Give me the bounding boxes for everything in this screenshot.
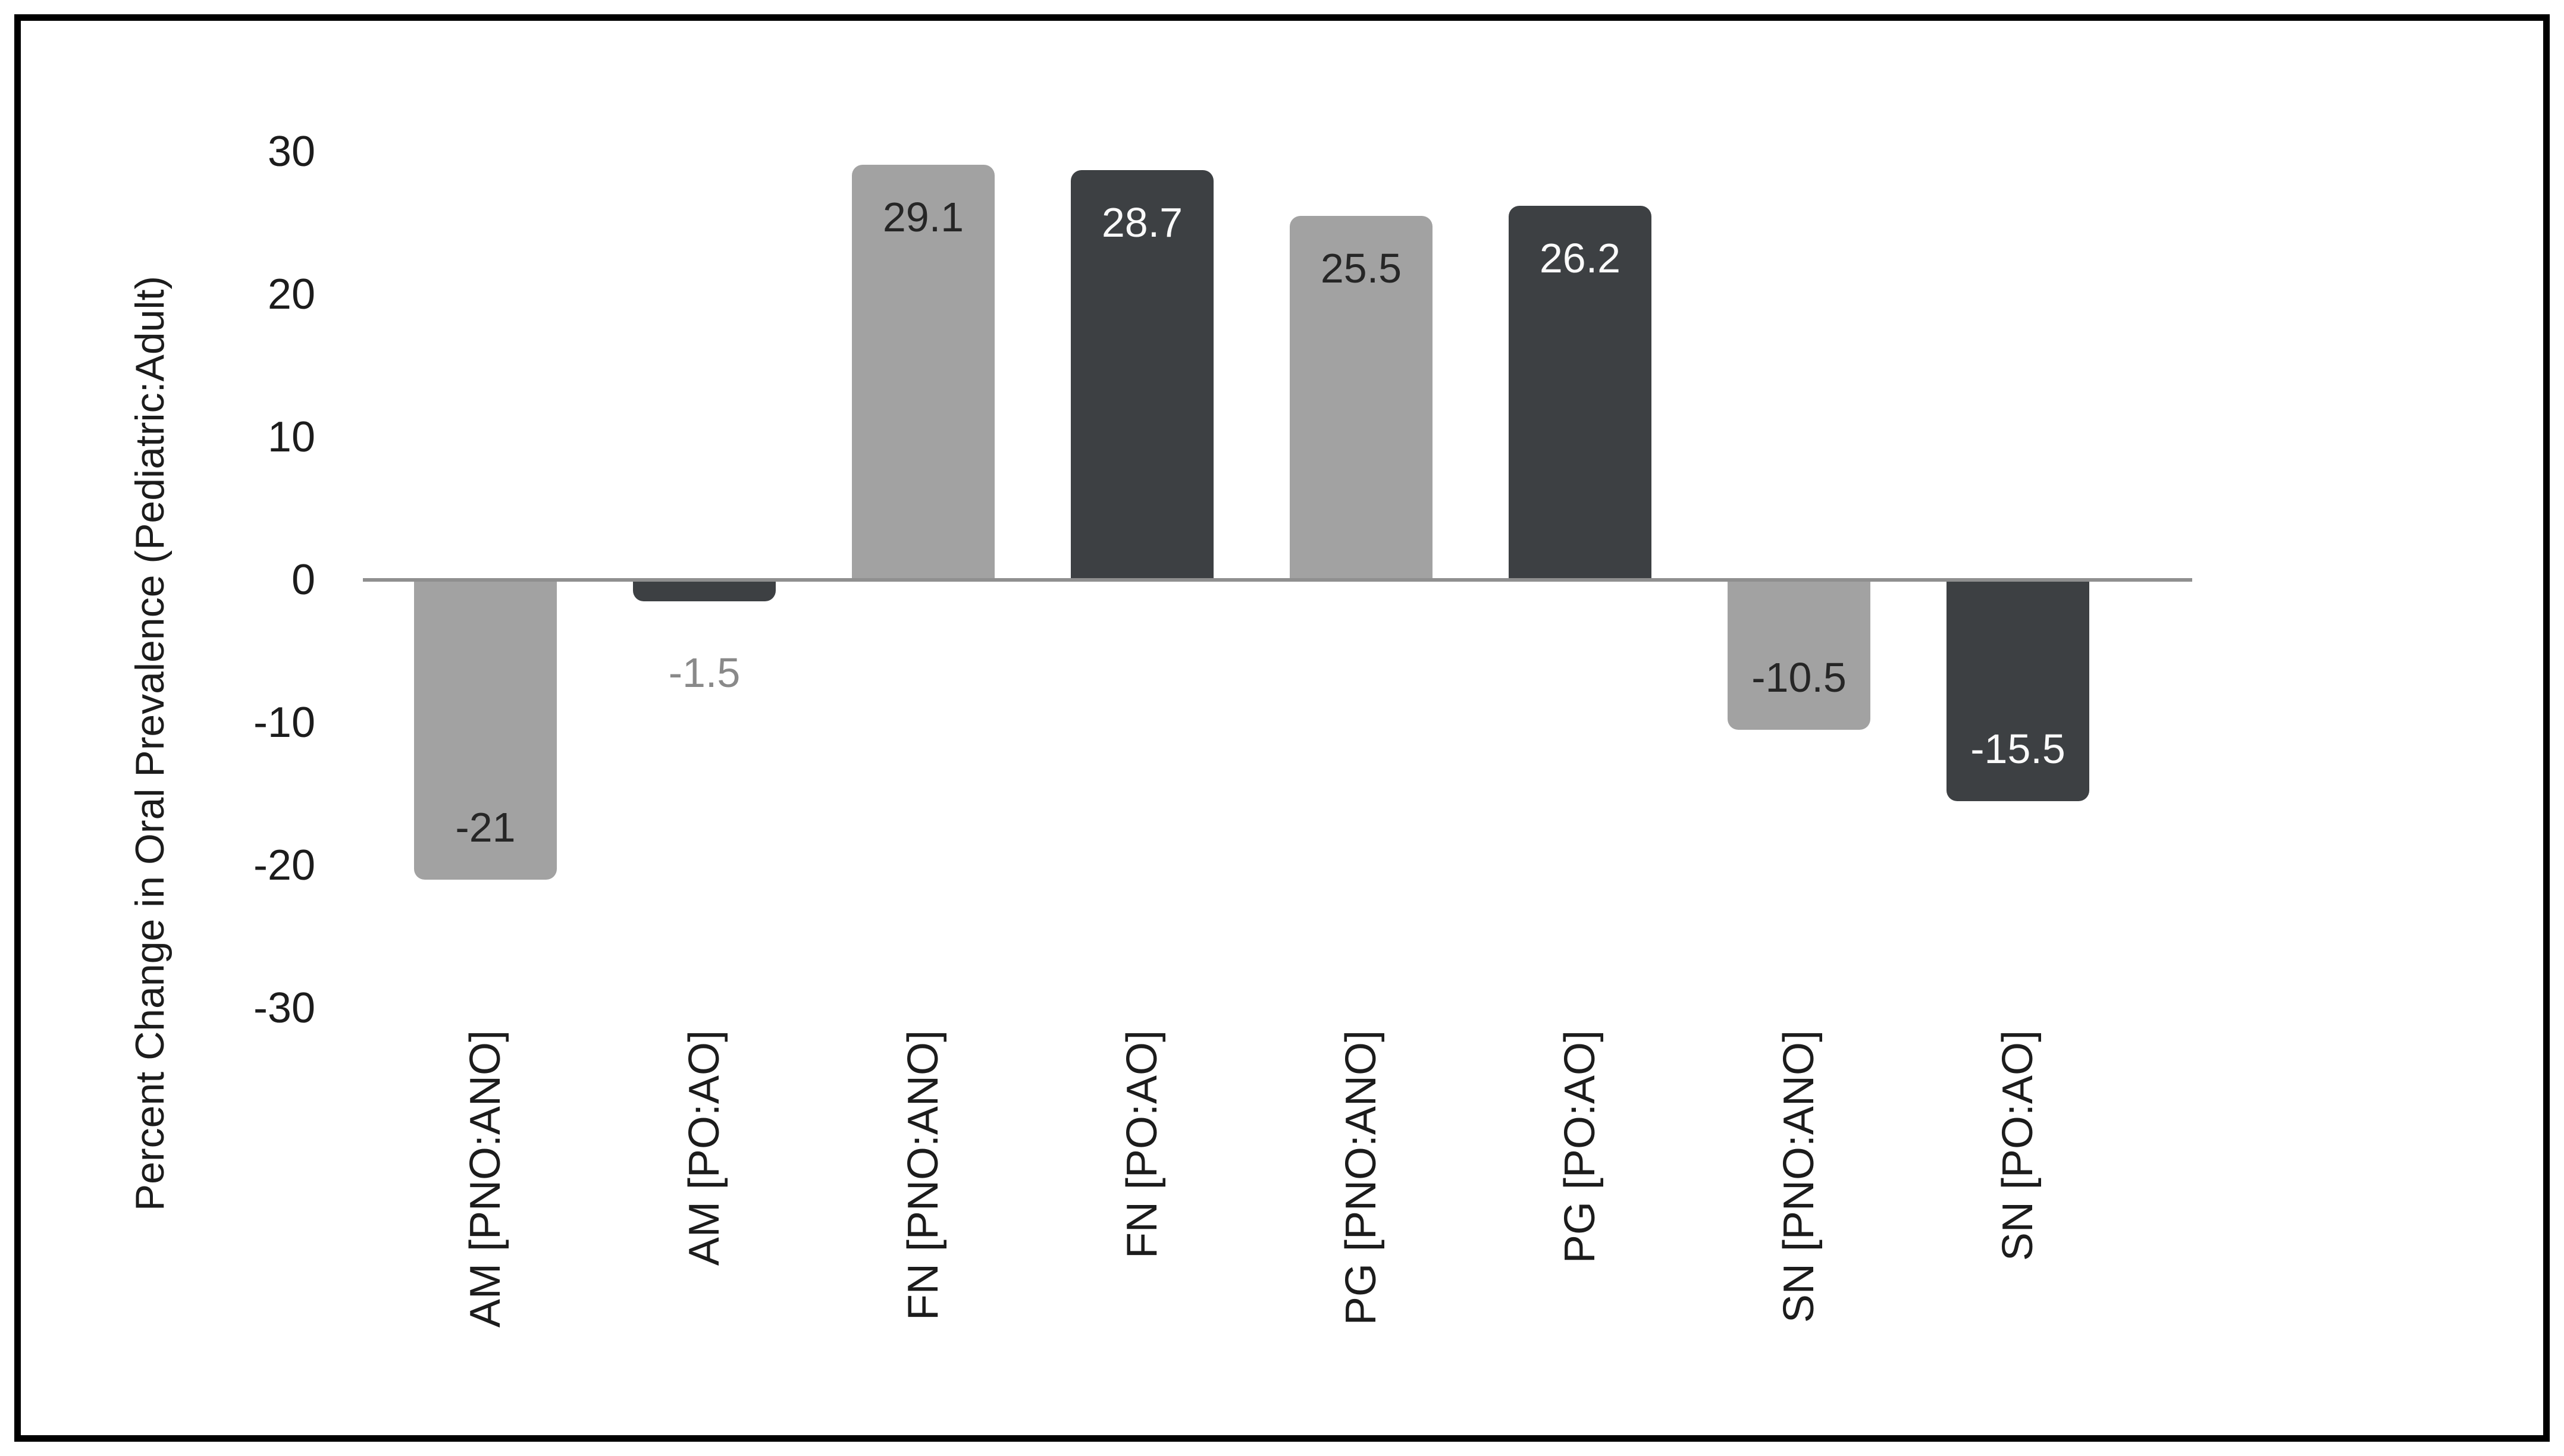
x-axis-label: AM [PO:AO] (681, 1030, 728, 1266)
chart-frame-border (14, 14, 2550, 1442)
bar (1728, 580, 1870, 730)
y-tick-label: 30 (267, 128, 315, 175)
bar (852, 164, 995, 580)
bar-value-label: -15.5 (1970, 726, 2065, 772)
bar-value-label: 28.7 (1101, 199, 1183, 246)
bar (1946, 580, 2089, 801)
x-axis-label: FN [PO:AO] (1118, 1030, 1166, 1259)
y-tick-label: -30 (253, 984, 315, 1032)
bar-value-label: 26.2 (1539, 235, 1621, 282)
bar (633, 580, 776, 601)
bar-value-label: 25.5 (1320, 245, 1402, 291)
x-axis-label: AM [PNO:ANO] (462, 1030, 509, 1328)
bar-value-label: 29.1 (882, 193, 964, 240)
bar (414, 580, 557, 880)
bar-value-label: -21 (455, 804, 516, 851)
y-tick-label: 10 (267, 413, 315, 461)
x-axis-label: SN [PNO:ANO] (1775, 1030, 1823, 1323)
x-axis-label: PG [PNO:ANO] (1337, 1030, 1385, 1326)
bar (1071, 170, 1214, 580)
x-axis-label: FN [PNO:ANO] (899, 1030, 947, 1321)
bar-value-label: -10.5 (1751, 654, 1847, 701)
y-tick-label: 20 (267, 271, 315, 318)
y-tick-label: -20 (253, 842, 315, 889)
bar (1290, 216, 1433, 580)
y-tick-label: -10 (253, 699, 315, 746)
bar-value-label: -1.5 (668, 649, 741, 696)
y-tick-label: 0 (291, 556, 315, 604)
bar (1509, 206, 1651, 580)
x-axis-label: SN [PO:AO] (1994, 1030, 2042, 1262)
zero-axis-line (363, 578, 2192, 582)
x-axis-label: PG [PO:AO] (1556, 1030, 1604, 1264)
